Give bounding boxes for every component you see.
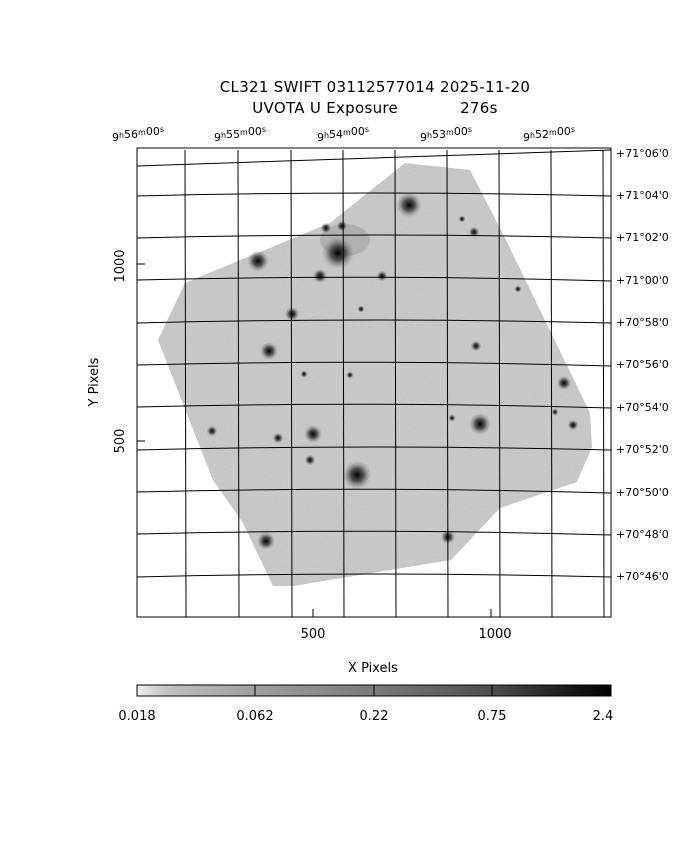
- point-sources: [206, 192, 579, 550]
- star-source: [336, 220, 348, 232]
- star-source: [470, 340, 482, 352]
- star-source: [260, 342, 278, 360]
- star-source: [468, 226, 480, 238]
- plot-title-line2: UVOTA U Exposure 276s: [35, 99, 680, 117]
- ra-axis-labels: 9h56m00s 9h55m00s 9h54m00s 9h53m00s 9h52m00s: [112, 125, 575, 144]
- star-source: [556, 375, 572, 391]
- dec-tick-label: +71°06'0: [616, 147, 669, 160]
- star-source: [257, 532, 275, 550]
- x-axis-label: X Pixels: [348, 661, 398, 676]
- x-tick-500: 500: [301, 627, 326, 642]
- star-source: [469, 413, 491, 435]
- star-source: [342, 460, 372, 490]
- exposure-time: 276s: [460, 99, 498, 117]
- star-source: [304, 454, 316, 466]
- star-source: [458, 215, 466, 223]
- star-source: [206, 425, 218, 437]
- star-source: [300, 370, 308, 378]
- star-source: [304, 425, 322, 443]
- x-axis-ticks: [312, 609, 492, 617]
- star-source: [320, 222, 332, 234]
- star-source: [357, 305, 365, 313]
- y-tick-500: 500: [113, 429, 128, 454]
- colorbar-labels: 0.018 0.062 0.22 0.75 2.4: [118, 709, 613, 724]
- star-source: [284, 306, 300, 322]
- colorbar-label: 0.22: [360, 709, 389, 724]
- y-axis-label: Y Pixels: [87, 357, 102, 407]
- y-tick-1000: 1000: [113, 249, 128, 282]
- star-source: [396, 192, 422, 218]
- ra-tick-label: 9h52m00s: [523, 125, 575, 144]
- y-axis-ticks: [137, 263, 145, 442]
- dec-tick-label: +70°46'0: [616, 570, 669, 583]
- dec-tick-label: +70°52'0: [616, 443, 669, 456]
- star-source: [448, 414, 456, 422]
- dec-tick-label: +70°58'0: [616, 316, 669, 329]
- star-source: [247, 250, 269, 272]
- star-source: [514, 285, 522, 293]
- ra-tick-label: 9h55m00s: [214, 125, 266, 144]
- colorbar-label: 0.062: [236, 709, 273, 724]
- colorbar-label: 0.75: [478, 709, 507, 724]
- coordinate-grid: [136, 149, 612, 618]
- star-source: [272, 432, 284, 444]
- plot-title-line1: CL321 SWIFT 03112577014 2025-11-20: [219, 78, 531, 96]
- exposure-label: UVOTA U Exposure: [252, 99, 399, 117]
- dec-tick-label: +70°54'0: [616, 401, 669, 414]
- dec-tick-label: +71°02'0: [616, 231, 669, 244]
- ra-tick-label: 9h53m00s: [420, 125, 472, 144]
- dec-axis-labels: +71°06'0 +71°04'0 +71°02'0 +71°00'0 +70°58'0…: [616, 147, 669, 583]
- colorbar-label: 0.018: [118, 709, 155, 724]
- star-source: [312, 268, 328, 284]
- dec-tick-label: +71°04'0: [616, 189, 669, 202]
- colorbar-label: 2.4: [593, 709, 614, 724]
- dec-tick-label: +70°50'0: [616, 486, 669, 499]
- star-source: [551, 408, 559, 416]
- star-source: [376, 270, 388, 282]
- star-source: [346, 371, 354, 379]
- star-source: [567, 419, 579, 431]
- dec-tick-label: +71°00'0: [616, 274, 669, 287]
- dec-tick-label: +70°48'0: [616, 528, 669, 541]
- star-source: [321, 236, 355, 270]
- x-tick-1000: 1000: [478, 627, 511, 642]
- ra-tick-label: 9h54m00s: [317, 125, 369, 144]
- dec-tick-label: +70°56'0: [616, 358, 669, 371]
- ra-tick-label: 9h56m00s: [112, 125, 164, 144]
- colorbar-ticks: [254, 685, 493, 696]
